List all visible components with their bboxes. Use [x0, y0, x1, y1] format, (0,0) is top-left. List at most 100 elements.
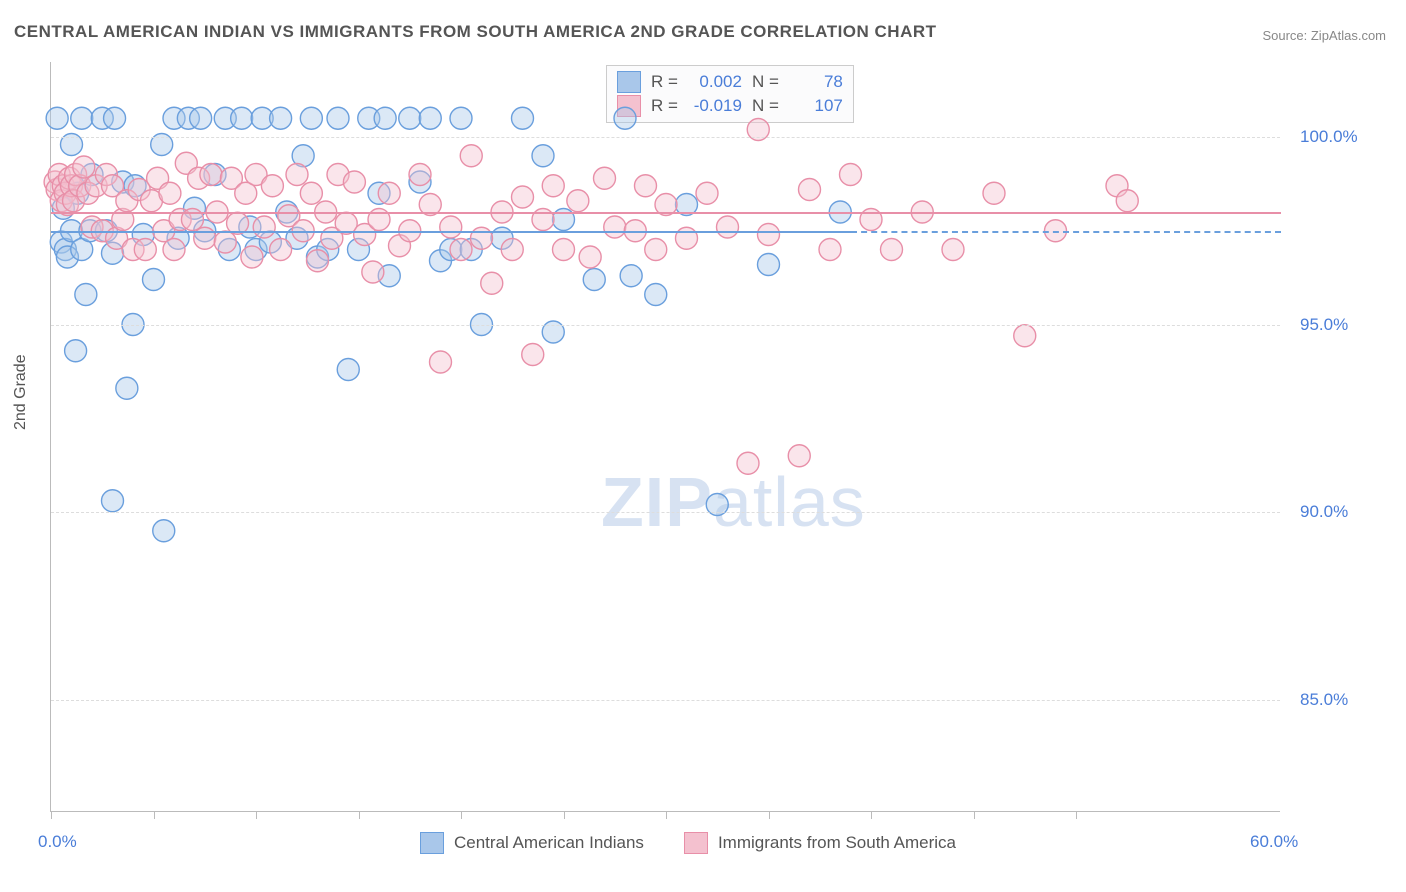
- y-tick-label: 85.0%: [1300, 690, 1348, 710]
- chart-title: CENTRAL AMERICAN INDIAN VS IMMIGRANTS FR…: [14, 22, 937, 42]
- data-point: [620, 265, 642, 287]
- data-point: [512, 186, 534, 208]
- data-point: [261, 175, 283, 197]
- data-point: [300, 182, 322, 204]
- data-point: [579, 246, 601, 268]
- data-point: [65, 340, 87, 362]
- x-tick: [51, 811, 52, 819]
- trendline-dashed: [851, 231, 1282, 233]
- data-point: [450, 107, 472, 129]
- data-point: [231, 107, 253, 129]
- data-point: [362, 261, 384, 283]
- x-tick: [359, 811, 360, 819]
- bottom-legend-item: Immigrants from South America: [684, 832, 956, 854]
- bottom-legend-label: Central American Indians: [454, 833, 644, 853]
- data-point: [270, 107, 292, 129]
- x-tick: [1076, 811, 1077, 819]
- data-point: [190, 107, 212, 129]
- data-point: [307, 250, 329, 272]
- data-point: [942, 239, 964, 261]
- bottom-legend-item: Central American Indians: [420, 832, 644, 854]
- gridline: [51, 325, 1280, 326]
- data-point: [378, 182, 400, 204]
- data-point: [1116, 190, 1138, 212]
- source-label: Source: ZipAtlas.com: [1262, 28, 1386, 43]
- gridline: [51, 512, 1280, 513]
- data-point: [532, 145, 554, 167]
- data-point: [788, 445, 810, 467]
- trendline: [51, 231, 851, 233]
- data-point: [71, 107, 93, 129]
- data-point: [159, 182, 181, 204]
- legend-swatch: [684, 832, 708, 854]
- data-point: [343, 171, 365, 193]
- data-point: [542, 175, 564, 197]
- data-point: [1014, 325, 1036, 347]
- data-point: [241, 246, 263, 268]
- data-point: [758, 224, 780, 246]
- data-point: [286, 164, 308, 186]
- y-tick-label: 95.0%: [1300, 315, 1348, 335]
- x-tick: [154, 811, 155, 819]
- data-point: [604, 216, 626, 238]
- data-point: [614, 107, 636, 129]
- data-point: [337, 359, 359, 381]
- data-point: [430, 351, 452, 373]
- data-point: [758, 254, 780, 276]
- gridline: [51, 700, 1280, 701]
- data-point: [717, 216, 739, 238]
- data-point: [645, 284, 667, 306]
- data-point: [134, 239, 156, 261]
- data-point: [143, 269, 165, 291]
- x-tick-label: 0.0%: [38, 832, 77, 852]
- data-point: [419, 107, 441, 129]
- y-tick-label: 100.0%: [1300, 127, 1358, 147]
- data-point: [512, 107, 534, 129]
- x-tick: [666, 811, 667, 819]
- data-point: [374, 107, 396, 129]
- data-point: [440, 216, 462, 238]
- data-point: [253, 216, 275, 238]
- data-point: [819, 239, 841, 261]
- data-point: [983, 182, 1005, 204]
- data-point: [409, 164, 431, 186]
- data-point: [163, 239, 185, 261]
- data-point: [583, 269, 605, 291]
- x-tick: [564, 811, 565, 819]
- data-point: [104, 107, 126, 129]
- x-tick-label: 60.0%: [1250, 832, 1298, 852]
- data-point: [481, 272, 503, 294]
- bottom-legend-label: Immigrants from South America: [718, 833, 956, 853]
- data-point: [102, 490, 124, 512]
- x-tick: [974, 811, 975, 819]
- data-point: [737, 452, 759, 474]
- data-point: [75, 284, 97, 306]
- data-point: [327, 107, 349, 129]
- x-tick: [769, 811, 770, 819]
- data-point: [799, 179, 821, 201]
- gridline: [51, 137, 1280, 138]
- data-point: [594, 167, 616, 189]
- data-point: [300, 107, 322, 129]
- data-point: [553, 239, 575, 261]
- data-point: [460, 145, 482, 167]
- data-point: [450, 239, 472, 261]
- data-point: [567, 190, 589, 212]
- data-point: [200, 164, 222, 186]
- data-point: [635, 175, 657, 197]
- x-tick: [461, 811, 462, 819]
- data-point: [46, 107, 68, 129]
- x-tick: [256, 811, 257, 819]
- data-point: [214, 231, 236, 253]
- data-point: [645, 239, 667, 261]
- data-point: [501, 239, 523, 261]
- data-point: [153, 520, 175, 542]
- x-tick: [871, 811, 872, 819]
- data-point: [399, 107, 421, 129]
- scatter-plot: ZIPatlas R =0.002N =78R =-0.019N =107: [50, 62, 1280, 812]
- y-axis-label: 2nd Grade: [12, 354, 30, 430]
- data-point: [522, 344, 544, 366]
- legend-swatch: [420, 832, 444, 854]
- y-tick-label: 90.0%: [1300, 502, 1348, 522]
- data-point: [73, 156, 95, 178]
